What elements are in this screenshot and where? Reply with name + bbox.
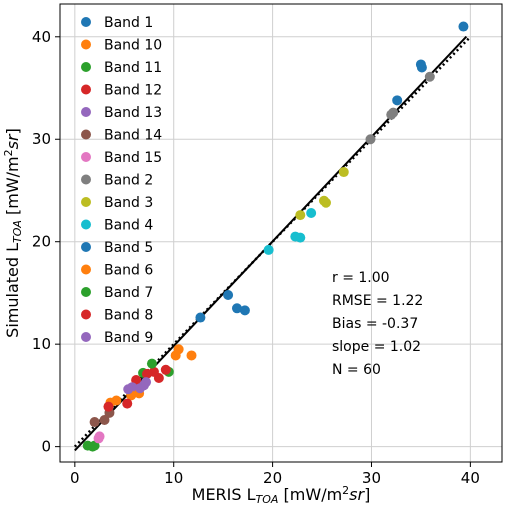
stat-line: Bias = -0.37 xyxy=(332,316,418,332)
legend-marker xyxy=(81,107,91,117)
legend-label: Band 10 xyxy=(104,38,162,54)
x-axis-label: MERIS LTOA [mW/m2sr] xyxy=(192,484,371,506)
legend-label: Band 9 xyxy=(104,330,153,346)
axis-ticks: 0 10 20 30 40 0 10 20 30 40 xyxy=(32,28,480,487)
data-point xyxy=(392,95,403,106)
legend-marker xyxy=(81,62,91,72)
grid-lines xyxy=(60,4,502,462)
data-point xyxy=(160,364,171,375)
data-point xyxy=(365,134,376,145)
data-point xyxy=(186,350,197,361)
series-band-15 xyxy=(93,431,105,444)
data-point xyxy=(320,197,331,208)
legend-label: Band 14 xyxy=(104,128,162,144)
data-point xyxy=(386,109,397,120)
data-points xyxy=(82,21,469,452)
data-point xyxy=(142,368,153,379)
legend-label: Band 15 xyxy=(104,150,162,166)
y-tick-label: 0 xyxy=(41,438,51,456)
series-band-10 xyxy=(170,344,197,361)
data-point xyxy=(231,303,242,314)
legend-label: Band 7 xyxy=(104,285,153,301)
data-point xyxy=(146,358,157,369)
legend-marker xyxy=(81,84,91,95)
data-point xyxy=(99,414,110,425)
data-point xyxy=(295,210,306,221)
data-point xyxy=(135,383,146,394)
legend-label: Band 6 xyxy=(104,263,153,279)
legend-marker xyxy=(81,129,91,140)
data-point xyxy=(89,417,100,428)
plot-frame xyxy=(59,3,503,463)
x-tick-label: 10 xyxy=(164,469,183,487)
stat-line: N = 60 xyxy=(332,362,381,378)
series-band-9 xyxy=(123,377,152,395)
legend-marker xyxy=(81,152,91,162)
legend-marker xyxy=(81,174,91,185)
data-point xyxy=(87,441,98,452)
legend-marker xyxy=(81,287,91,297)
y-tick-label: 20 xyxy=(32,233,51,251)
legend-label: Band 4 xyxy=(104,218,153,234)
data-point xyxy=(173,344,184,355)
series-band-11 xyxy=(82,440,100,452)
series-band-3 xyxy=(295,167,349,221)
legend-marker xyxy=(81,264,91,275)
stat-line: RMSE = 1.22 xyxy=(332,293,423,309)
data-point xyxy=(141,377,152,388)
series-band-8 xyxy=(103,364,171,412)
y-tick-label: 40 xyxy=(32,28,51,46)
series-band-5 xyxy=(195,289,250,323)
data-point xyxy=(122,398,133,409)
legend-label: Band 13 xyxy=(104,105,162,121)
legend-label: Band 11 xyxy=(104,60,162,76)
legend-label: Band 1 xyxy=(104,15,153,31)
legend-label: Band 12 xyxy=(104,83,162,99)
legend: Band 1 Band 10 Band 11 Band 12 Band 13 Band 1… xyxy=(81,15,162,346)
x-tick-label: 0 xyxy=(70,469,80,487)
data-point xyxy=(223,289,234,300)
x-tick-label: 30 xyxy=(362,469,381,487)
y-tick-label: 30 xyxy=(32,130,51,148)
data-point xyxy=(123,384,134,395)
series-band-2 xyxy=(365,71,435,145)
y-tick-label: 10 xyxy=(32,335,51,353)
x-tick-label: 40 xyxy=(461,469,480,487)
data-point xyxy=(263,244,274,255)
data-point xyxy=(458,21,469,32)
legend-label: Band 3 xyxy=(104,195,153,211)
data-point xyxy=(103,401,114,412)
legend-label: Band 5 xyxy=(104,240,153,256)
series-band-14 xyxy=(89,407,115,428)
data-point xyxy=(295,232,306,243)
legend-label: Band 2 xyxy=(104,173,153,189)
legend-marker xyxy=(81,309,91,320)
x-tick-label: 20 xyxy=(263,469,282,487)
data-point xyxy=(338,167,349,178)
legend-marker xyxy=(81,242,91,252)
data-point xyxy=(195,312,206,323)
stats-annotation: r = 1.00 RMSE = 1.22 Bias = -0.37 slope = 1… xyxy=(332,270,423,378)
stat-line: slope = 1.02 xyxy=(332,339,421,355)
series-band-1 xyxy=(392,21,469,106)
data-point xyxy=(416,62,427,73)
legend-label: Band 8 xyxy=(104,308,153,324)
data-point xyxy=(93,433,104,444)
legend-marker xyxy=(81,332,91,342)
y-axis-label: Simulated LTOA [mW/m2sr] xyxy=(2,128,24,338)
legend-marker xyxy=(81,219,91,230)
legend-marker xyxy=(81,39,91,50)
data-point xyxy=(239,305,250,316)
data-point xyxy=(306,208,317,219)
stat-line: r = 1.00 xyxy=(332,270,390,286)
legend-marker xyxy=(81,17,91,27)
series-band-4 xyxy=(263,208,317,255)
data-point xyxy=(424,71,435,82)
legend-marker xyxy=(81,197,91,207)
